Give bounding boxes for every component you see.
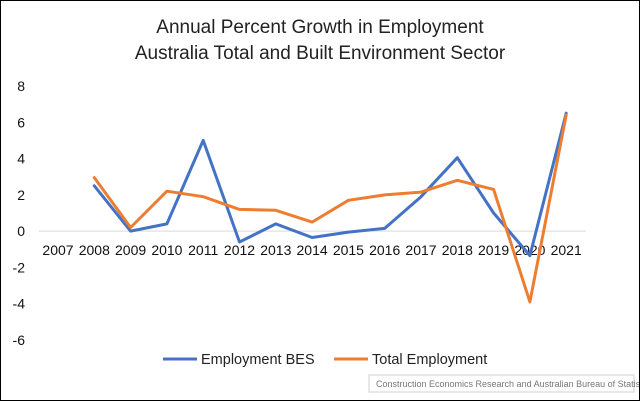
y-tick-label: -6 bbox=[13, 332, 26, 348]
x-tick-label: 2014 bbox=[297, 242, 328, 258]
y-tick-label: 6 bbox=[17, 114, 25, 130]
x-axis-tick-labels: 2007 2008 2009 2010 2011 2012 2013 2014 2015 2016… bbox=[42, 242, 582, 258]
x-tick-label: 2010 bbox=[151, 242, 182, 258]
x-tick-label: 2012 bbox=[224, 242, 255, 258]
x-tick-label: 2015 bbox=[333, 242, 364, 258]
legend: Employment BES Total Employment bbox=[163, 352, 487, 368]
x-tick-label: 2019 bbox=[478, 242, 509, 258]
y-tick-label: -2 bbox=[13, 259, 26, 275]
source-note: Construction Economics Research and Aust… bbox=[376, 379, 639, 389]
y-tick-label: -4 bbox=[13, 296, 26, 312]
x-tick-label: 2017 bbox=[405, 242, 436, 258]
x-tick-label: 2007 bbox=[42, 242, 73, 258]
x-tick-label: 2011 bbox=[188, 242, 218, 258]
x-tick-label: 2016 bbox=[369, 242, 400, 258]
y-axis: -6 -4 -2 0 2 4 6 8 bbox=[13, 78, 26, 348]
y-tick-label: 2 bbox=[17, 187, 25, 203]
x-tick-label: 2013 bbox=[260, 242, 291, 258]
legend-label-employment-bes: Employment BES bbox=[201, 352, 315, 368]
legend-label-total-employment: Total Employment bbox=[372, 352, 487, 368]
y-tick-label: 4 bbox=[17, 151, 25, 167]
source-note-box bbox=[368, 374, 635, 393]
x-tick-label: 2008 bbox=[79, 242, 110, 258]
chart-title-line-1: Annual Percent Growth in Employment bbox=[156, 17, 484, 38]
series-layer bbox=[92, 111, 568, 304]
series-line-employment-bes bbox=[92, 111, 568, 258]
y-tick-label: 0 bbox=[17, 223, 25, 239]
y-tick-label: 8 bbox=[17, 78, 25, 94]
x-tick-label: 2018 bbox=[442, 242, 473, 258]
x-tick-label: 2009 bbox=[115, 242, 146, 258]
series-line-total-employment bbox=[92, 113, 568, 304]
chart-title-line-2: Australia Total and Built Environment Se… bbox=[135, 43, 506, 64]
x-tick-label: 2021 bbox=[551, 242, 582, 258]
